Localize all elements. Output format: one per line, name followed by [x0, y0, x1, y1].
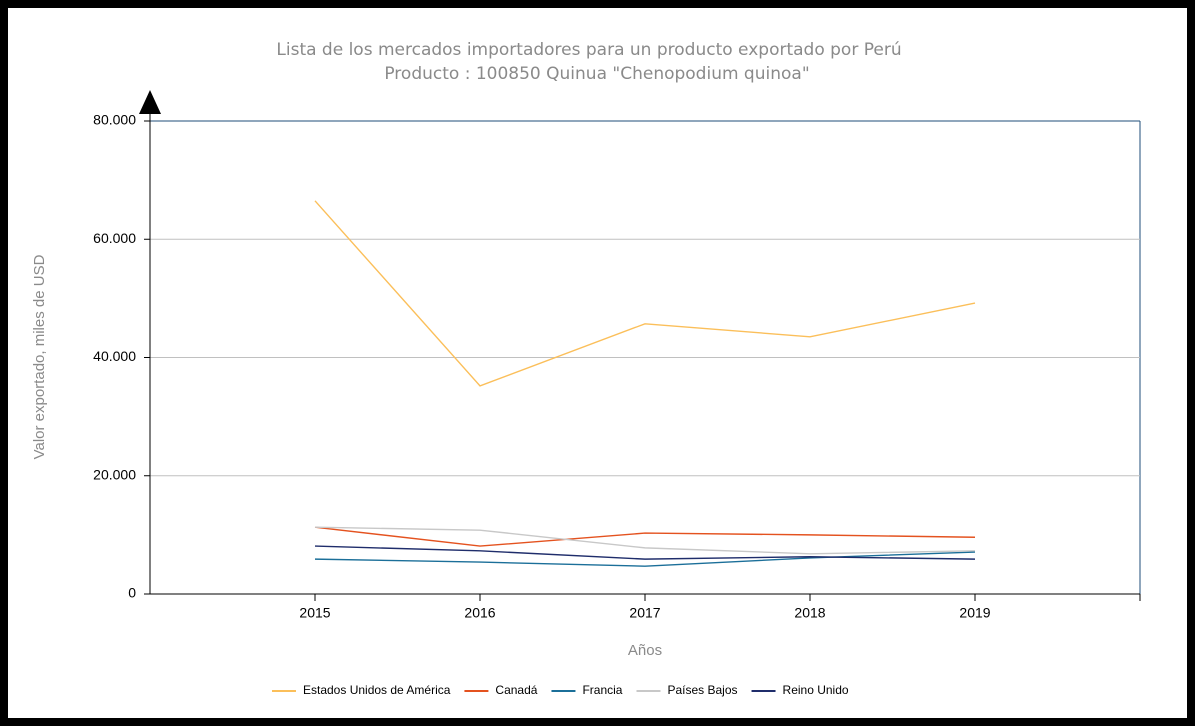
- chart-subtitle: Producto : 100850 Quinua "Chenopodium qu…: [384, 64, 809, 84]
- x-axis-label: Años: [628, 642, 662, 659]
- x-tick-label: 2015: [299, 605, 330, 621]
- x-tick-label: 2017: [629, 605, 660, 621]
- series-line: [314, 545, 976, 560]
- y-tick-label: 20.000: [93, 466, 136, 482]
- y-tick-label: 80.000: [93, 112, 136, 128]
- y-tick-label: 0: [128, 585, 136, 601]
- legend-label: Francia: [582, 683, 622, 697]
- y-axis-label: Valor exportado, miles de USD: [31, 254, 48, 459]
- legend-label: Canadá: [495, 683, 537, 697]
- x-tick-label: 2019: [959, 605, 990, 621]
- x-tick-label: 2018: [794, 605, 825, 621]
- legend-label: Estados Unidos de América: [303, 683, 451, 697]
- chart-title: Lista de los mercados importadores para …: [276, 40, 901, 60]
- legend-label: Reino Unido: [783, 683, 849, 697]
- y-tick-label: 60.000: [93, 230, 136, 246]
- series-line: [314, 551, 976, 567]
- legend-label: Países Bajos: [667, 683, 737, 697]
- series-line: [314, 526, 976, 555]
- axis-arrow: [139, 90, 161, 114]
- series-line: [314, 526, 976, 547]
- y-tick-label: 40.000: [93, 348, 136, 364]
- series-line: [314, 200, 976, 387]
- x-tick-label: 2016: [464, 605, 495, 621]
